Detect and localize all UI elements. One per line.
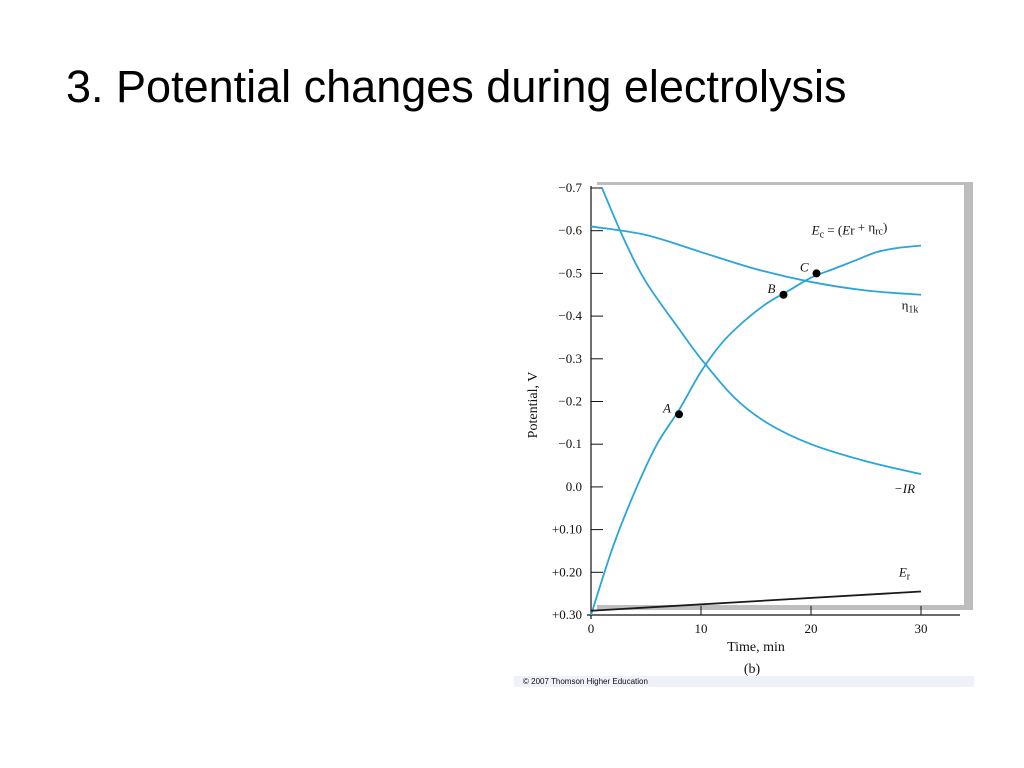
series-label-part: E <box>841 223 850 238</box>
axes: −0.7 −0.6 −0.5 −0.4 −0.3 −0.2 −0.1 0.0 +0.10 +0.2… <box>552 180 960 636</box>
series-label-part: η <box>902 297 909 312</box>
series-label: Er <box>898 564 911 582</box>
series-label-part: −IR <box>894 481 915 496</box>
series-label: −IR <box>894 481 915 496</box>
y-tick-label: +0.20 <box>552 564 582 579</box>
series-label-part: r <box>907 571 911 582</box>
series-label-part: c <box>820 230 825 241</box>
panel-label: (b) <box>744 662 761 677</box>
y-tick-label: +0.30 <box>552 607 582 622</box>
y-tick-label: −0.3 <box>558 351 582 366</box>
copyright-notice: © 2007 Thomson Higher Education <box>523 677 648 686</box>
series-line <box>601 187 922 475</box>
series-line <box>590 244 922 616</box>
slide-title: 3. Potential changes during electrolysis <box>66 61 847 112</box>
point-label: C <box>800 259 809 274</box>
caption-band <box>514 676 974 687</box>
y-axis-label: Potential, V <box>526 372 541 439</box>
series-label-part: + <box>855 220 869 235</box>
y-tick-label: −0.2 <box>558 394 582 409</box>
series-label-part: rc <box>875 227 883 238</box>
y-tick-label: −0.7 <box>558 180 582 195</box>
y-tick-label: −0.4 <box>558 308 582 323</box>
point-label: A <box>662 400 671 415</box>
point-label: B <box>768 281 776 296</box>
point-a <box>675 410 683 419</box>
series-line <box>590 590 922 612</box>
y-tick-label: −0.1 <box>558 436 582 451</box>
series-label-part: η <box>868 220 875 235</box>
y-tick-label: +0.10 <box>552 522 582 537</box>
series-label-part: ) <box>883 220 887 235</box>
point-c <box>812 269 821 278</box>
x-tick-label: 10 <box>695 621 708 636</box>
y-tick-label: −0.5 <box>558 265 582 280</box>
y-tick-label: −0.6 <box>558 223 582 238</box>
series-label-part: = ( <box>824 223 842 238</box>
y-tick-label: 0.0 <box>566 479 582 494</box>
x-tick-label: 20 <box>805 621 818 636</box>
series-label-part: E <box>811 223 820 238</box>
series-label-part: r <box>850 223 855 238</box>
series-label: Ec = (Er + ηrc) <box>811 220 888 241</box>
point-b <box>779 290 788 299</box>
series-label-part: E <box>898 564 907 579</box>
series-line <box>590 225 922 296</box>
plot-panel <box>593 185 964 605</box>
annotation-points: A B C <box>662 259 821 419</box>
x-axis-label: Time, min <box>727 640 785 655</box>
x-tick-label: 0 <box>588 621 595 636</box>
series-label-part: 1k <box>908 304 918 315</box>
series-label: η1k <box>902 297 919 315</box>
x-tick-label: 30 <box>915 621 928 636</box>
